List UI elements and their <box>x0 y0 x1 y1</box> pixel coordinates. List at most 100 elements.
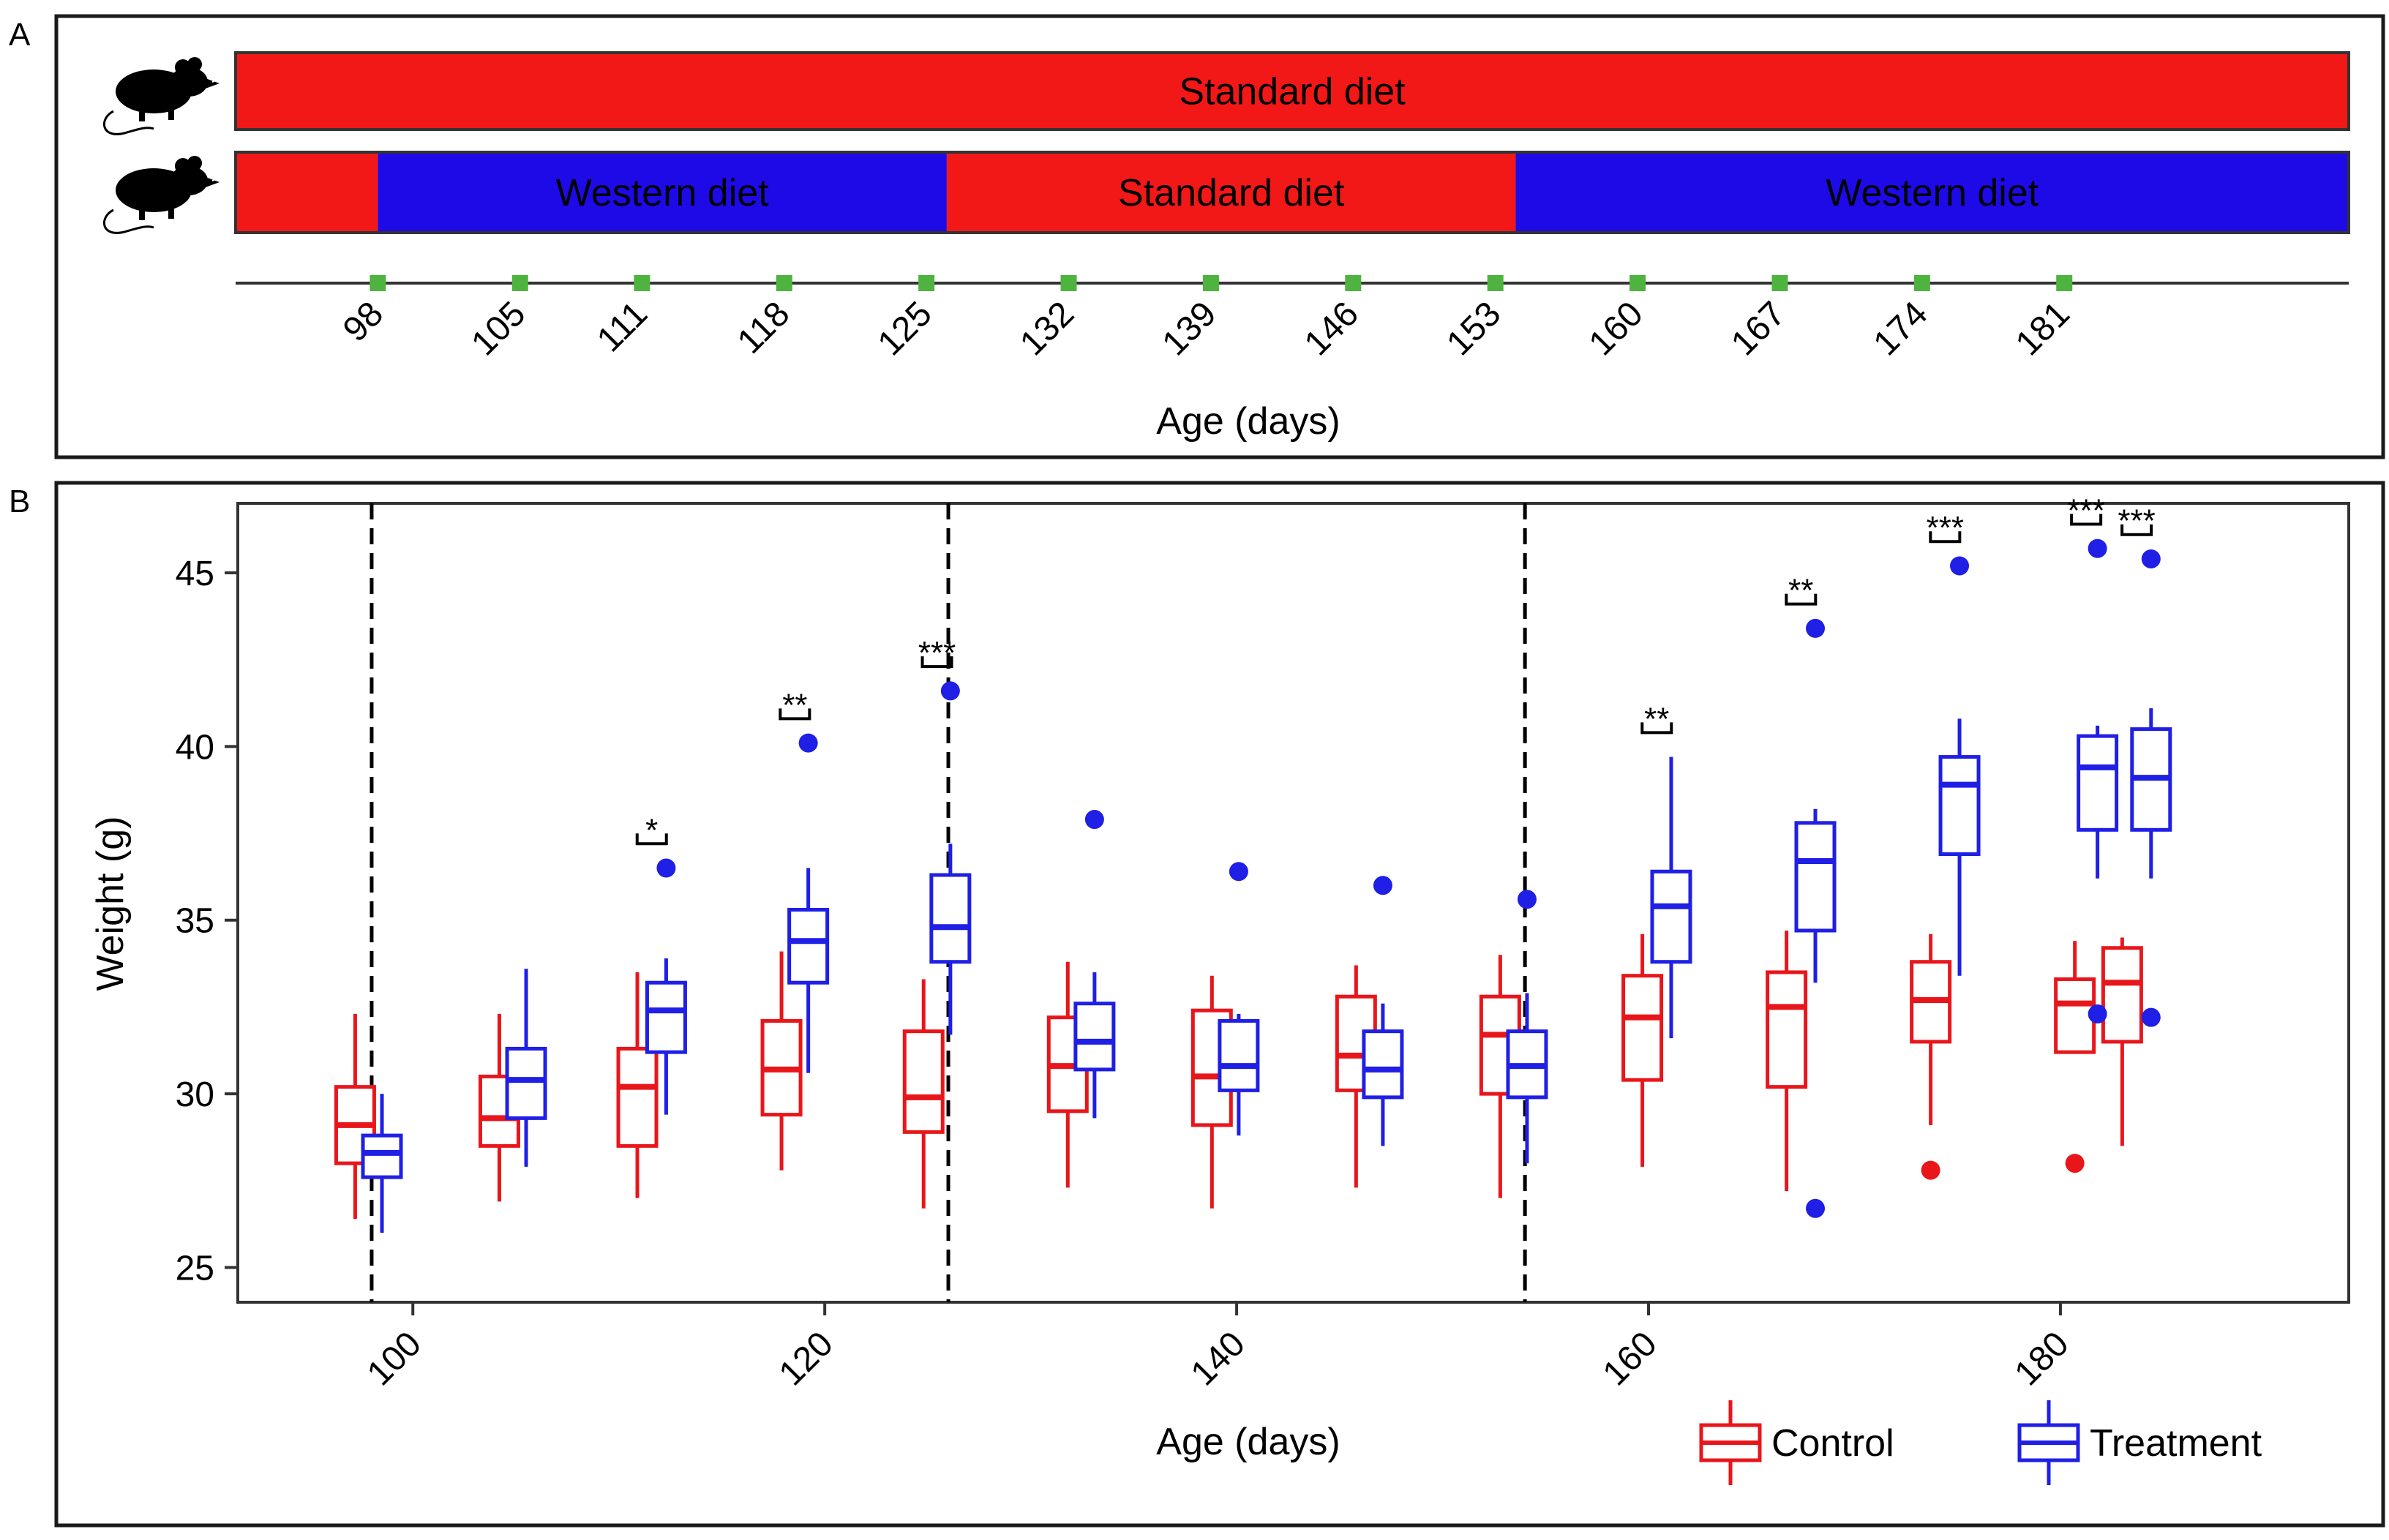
diet-segment <box>378 152 947 233</box>
x-axis: 100 120 140 160 180 <box>360 1302 2077 1393</box>
box-iqr <box>361 1133 403 1179</box>
outlier-point <box>1517 890 1537 909</box>
y-tick-label: 30 <box>176 1075 214 1114</box>
treatment-box <box>1938 556 1981 976</box>
sample-day-marker <box>1913 275 1930 291</box>
sample-day-label: 111 <box>590 294 655 359</box>
sample-day-marker <box>918 275 935 291</box>
outlier-point <box>1921 1160 1940 1180</box>
outlier-point <box>2065 1154 2085 1173</box>
control-box <box>1621 934 1664 1167</box>
box-iqr <box>616 1046 659 1148</box>
control-box <box>1766 930 1808 1192</box>
outlier-point <box>1950 556 1970 576</box>
legend: Control Treatment <box>1699 1400 2262 1485</box>
y-tick-label: 25 <box>176 1250 214 1288</box>
legend-item-control: Control <box>1699 1400 1894 1485</box>
y-tick-label: 35 <box>176 902 214 941</box>
box-iqr <box>787 907 830 985</box>
significance-label: *** <box>2118 503 2155 539</box>
y-axis-title: Weight (g) <box>89 816 132 991</box>
significance-label: * <box>645 812 658 848</box>
outlier-point <box>2088 1004 2107 1023</box>
control-box <box>616 972 659 1198</box>
diet-label: Western diet <box>1826 172 2039 214</box>
significance-bracket <box>1929 531 1962 544</box>
diet-segment <box>236 152 378 233</box>
box-iqr <box>929 873 972 964</box>
treatment-box <box>361 1094 403 1233</box>
sample-day-label: 132 <box>1013 294 1081 363</box>
sample-day-marker <box>776 275 792 291</box>
sample-day-label: 125 <box>871 294 940 363</box>
outlier-point <box>1229 862 1248 882</box>
box-iqr <box>1938 755 1981 857</box>
y-tick-label: 40 <box>176 728 214 767</box>
sample-day-marker <box>1345 275 1362 291</box>
box-iqr <box>2077 734 2119 832</box>
outlier-point <box>798 733 818 753</box>
significance-bracket <box>1785 593 1818 606</box>
treatment-box <box>2130 549 2172 1027</box>
diet-label: Standard diet <box>1179 71 1406 113</box>
diet-bar-border <box>234 151 2350 234</box>
sample-day-marker <box>1060 275 1077 291</box>
significance-bracket <box>2070 514 2103 526</box>
treatment-box <box>1362 876 1404 1146</box>
diet-label: Western diet <box>556 172 770 214</box>
diet-segment <box>1515 152 2349 233</box>
sample-day-label: 181 <box>2009 294 2077 363</box>
box-iqr <box>1650 869 1692 964</box>
box-plots <box>334 538 2172 1233</box>
treatment-box <box>1218 862 1260 1136</box>
diet-segment <box>236 53 2349 129</box>
x-tick-label: 160 <box>1596 1324 1665 1393</box>
treatment-box <box>1073 810 1116 1119</box>
significance-label: ** <box>1788 573 1813 609</box>
significance-bracket <box>2120 524 2153 536</box>
treatment-box <box>645 858 687 1115</box>
treatment-box <box>1794 618 1837 1218</box>
outlier-point <box>1806 618 1826 638</box>
outlier-point <box>1806 1198 1826 1218</box>
significance-label: *** <box>2067 492 2104 528</box>
sample-day-label: 167 <box>1724 294 1793 363</box>
sample-day-marker <box>370 275 386 291</box>
significance-bracket <box>635 833 668 846</box>
plot-area-frame <box>236 502 2350 1304</box>
significance-bracket <box>779 708 811 721</box>
treatment-box <box>1506 890 1548 1164</box>
diet-label: Standard diet <box>1118 172 1345 214</box>
box-iqr <box>1794 821 1837 933</box>
control-box <box>760 951 803 1171</box>
treatment-diet-timeline: Western diet Standard diet Western diet <box>234 151 2350 234</box>
outlier-point <box>656 858 676 878</box>
sample-day-marker <box>1771 275 1788 291</box>
mouse-icon <box>102 156 226 234</box>
y-axis: 25 30 35 40 45 <box>176 555 238 1288</box>
significance-bracket <box>920 656 953 669</box>
sample-day-marker <box>511 275 528 291</box>
outlier-point <box>1084 810 1104 830</box>
outlier-point <box>2088 538 2107 558</box>
y-tick-label: 45 <box>176 555 214 593</box>
sample-day-marker <box>1629 275 1646 291</box>
sample-day-marker <box>2056 275 2073 291</box>
box-iqr <box>1766 970 1808 1089</box>
legend-label: Treatment <box>2090 1422 2262 1465</box>
treatment-box <box>787 733 830 1073</box>
outlier-point <box>2141 1007 2161 1027</box>
sample-day-label: 118 <box>730 294 798 361</box>
panel-a-frame <box>54 14 2385 459</box>
significance-label: *** <box>918 635 956 671</box>
control-box <box>902 979 945 1209</box>
treatment-box <box>1650 756 1692 1039</box>
control-box <box>2101 937 2143 1146</box>
box-iqr <box>505 1046 547 1120</box>
sample-day-marker <box>634 275 650 291</box>
sample-day-label: 98 <box>336 294 391 349</box>
box-iqr <box>902 1029 945 1134</box>
treatment-box <box>929 681 972 1035</box>
significance-label: ** <box>782 687 807 723</box>
